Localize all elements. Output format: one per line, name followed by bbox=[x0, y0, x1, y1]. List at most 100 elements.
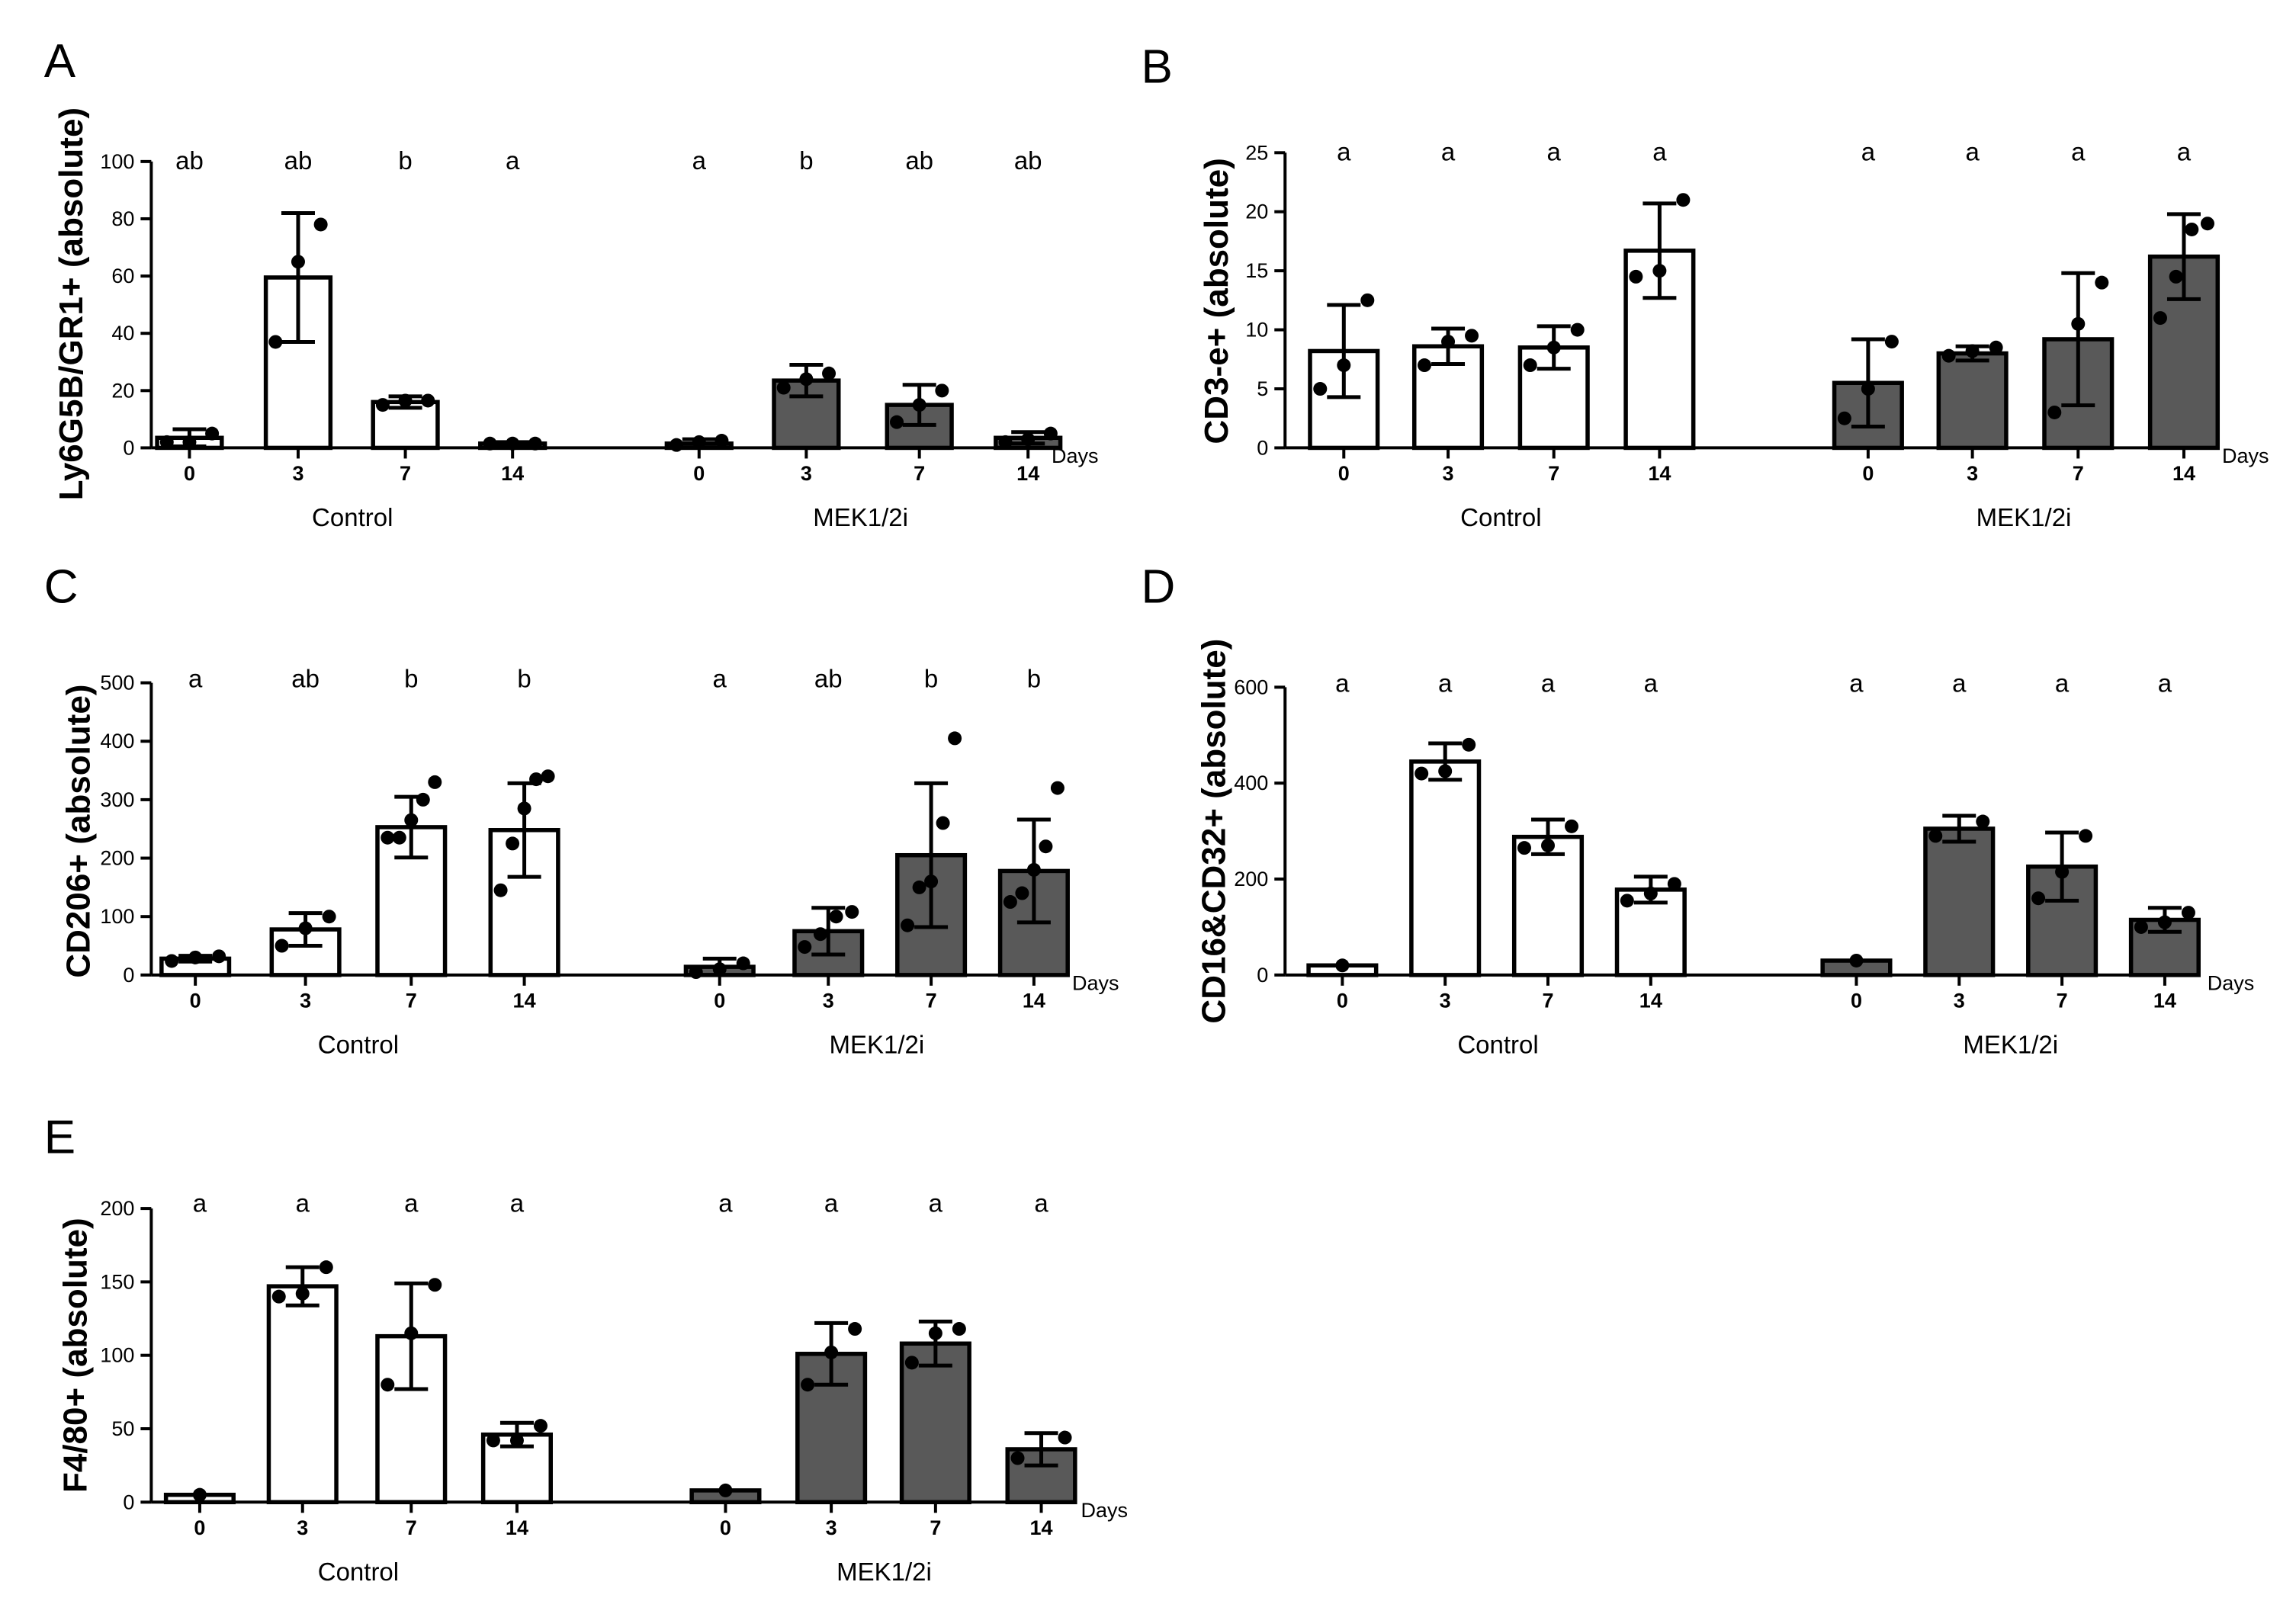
data-point bbox=[1050, 781, 1065, 795]
data-point bbox=[912, 398, 926, 412]
data-point bbox=[2181, 906, 2195, 920]
data-point bbox=[506, 436, 520, 451]
group-label: Control bbox=[1460, 503, 1541, 531]
data-point bbox=[2055, 865, 2070, 879]
panel-letter: E bbox=[44, 1112, 75, 1164]
significance-letter: a bbox=[1441, 137, 1456, 165]
significance-letter: ab bbox=[291, 665, 320, 693]
data-point bbox=[493, 883, 508, 897]
group-label: Control bbox=[312, 503, 393, 531]
x-tick-label: 0 bbox=[190, 990, 201, 1012]
significance-letter: a bbox=[1652, 137, 1667, 165]
y-tick-label: 10 bbox=[1245, 319, 1268, 342]
significance-letter: ab bbox=[284, 146, 313, 175]
significance-letter: a bbox=[2158, 669, 2172, 698]
x-tick-label: 3 bbox=[823, 990, 834, 1012]
x-tick-label: 0 bbox=[194, 1516, 205, 1539]
x-tick-label: 3 bbox=[1443, 462, 1454, 485]
data-point bbox=[2079, 829, 2093, 843]
x-tick-label: 3 bbox=[292, 462, 303, 485]
data-point bbox=[799, 372, 814, 387]
data-point bbox=[192, 1487, 207, 1502]
group-label: MEK1/2i bbox=[1976, 503, 2072, 531]
data-point bbox=[1026, 862, 1041, 877]
data-point bbox=[1629, 269, 1643, 284]
data-point bbox=[1643, 886, 1658, 900]
group-label: Control bbox=[1457, 1030, 1538, 1058]
data-point bbox=[428, 775, 442, 789]
x-tick-label: 14 bbox=[506, 1516, 528, 1539]
data-point bbox=[2200, 217, 2214, 231]
data-point bbox=[1337, 358, 1351, 373]
x-tick-label: 7 bbox=[2057, 990, 2068, 1012]
data-point bbox=[924, 874, 939, 889]
data-point bbox=[1438, 764, 1453, 778]
data-point bbox=[322, 910, 336, 924]
data-point bbox=[848, 1322, 862, 1336]
y-tick-label: 300 bbox=[100, 788, 134, 811]
group-label: MEK1/2i bbox=[837, 1558, 932, 1586]
data-point bbox=[1465, 329, 1479, 343]
y-tick-label: 40 bbox=[111, 322, 134, 345]
panel-letter: D bbox=[1142, 560, 1176, 613]
data-point bbox=[813, 927, 827, 942]
significance-letter: a bbox=[1849, 669, 1864, 698]
significance-letter: a bbox=[718, 1189, 733, 1217]
significance-letter: ab bbox=[1014, 146, 1042, 175]
data-point bbox=[1989, 340, 2003, 355]
y-tick-label: 50 bbox=[111, 1417, 134, 1440]
data-point bbox=[313, 217, 328, 232]
significance-letter: a bbox=[1547, 137, 1562, 165]
y-tick-label: 20 bbox=[111, 379, 134, 402]
data-point bbox=[375, 398, 390, 412]
y-tick-label: 200 bbox=[100, 1197, 134, 1220]
x-tick-label: 7 bbox=[406, 1516, 417, 1539]
data-point bbox=[904, 1356, 919, 1370]
data-point bbox=[1335, 958, 1350, 973]
y-tick-label: 600 bbox=[1234, 675, 1268, 698]
data-point bbox=[1523, 358, 1537, 373]
panel-letter: A bbox=[44, 35, 76, 88]
data-point bbox=[1441, 335, 1456, 349]
y-tick-label: 0 bbox=[123, 436, 134, 459]
data-point bbox=[2169, 269, 2183, 284]
significance-letter: a bbox=[1861, 137, 1876, 165]
x-tick-label: 3 bbox=[801, 462, 812, 485]
group-label: MEK1/2i bbox=[1963, 1030, 2058, 1058]
x-tick-label: 3 bbox=[300, 990, 311, 1012]
data-point bbox=[159, 435, 174, 449]
y-tick-label: 5 bbox=[1257, 377, 1268, 400]
y-tick-label: 100 bbox=[100, 150, 134, 173]
x-axis-title: Days bbox=[1072, 971, 1119, 994]
data-point bbox=[714, 434, 729, 448]
x-tick-label: 0 bbox=[693, 462, 705, 485]
data-point bbox=[268, 335, 283, 349]
x-tick-label: 3 bbox=[1440, 990, 1451, 1012]
x-tick-label: 7 bbox=[930, 1516, 941, 1539]
x-tick-label: 0 bbox=[720, 1516, 731, 1539]
data-point bbox=[381, 830, 395, 845]
data-point bbox=[205, 426, 220, 441]
x-tick-label: 0 bbox=[1337, 990, 1348, 1012]
data-point bbox=[271, 1289, 286, 1304]
y-axis-title: CD16&CD32+ (absolute) bbox=[1195, 639, 1232, 1024]
x-axis-title: Days bbox=[1081, 1499, 1129, 1522]
x-tick-label: 14 bbox=[501, 462, 524, 485]
chart-panel-b: B 0 5 10 15 20 25 CD3-e+ (absolute) Days Control 0… bbox=[1142, 41, 2269, 531]
significance-letter: a bbox=[1965, 137, 1980, 165]
data-point bbox=[528, 436, 542, 451]
x-tick-label: 14 bbox=[1639, 990, 1662, 1012]
data-point bbox=[912, 880, 926, 894]
significance-letter: a bbox=[1541, 669, 1556, 698]
data-point bbox=[776, 380, 791, 395]
data-point bbox=[1415, 766, 1429, 781]
significance-letter: ab bbox=[814, 665, 843, 693]
x-tick-label: 7 bbox=[400, 462, 411, 485]
group-label: Control bbox=[318, 1558, 399, 1586]
data-point bbox=[1418, 358, 1432, 373]
data-point bbox=[483, 436, 497, 451]
y-tick-label: 400 bbox=[1234, 772, 1268, 794]
y-tick-label: 100 bbox=[100, 1344, 134, 1367]
